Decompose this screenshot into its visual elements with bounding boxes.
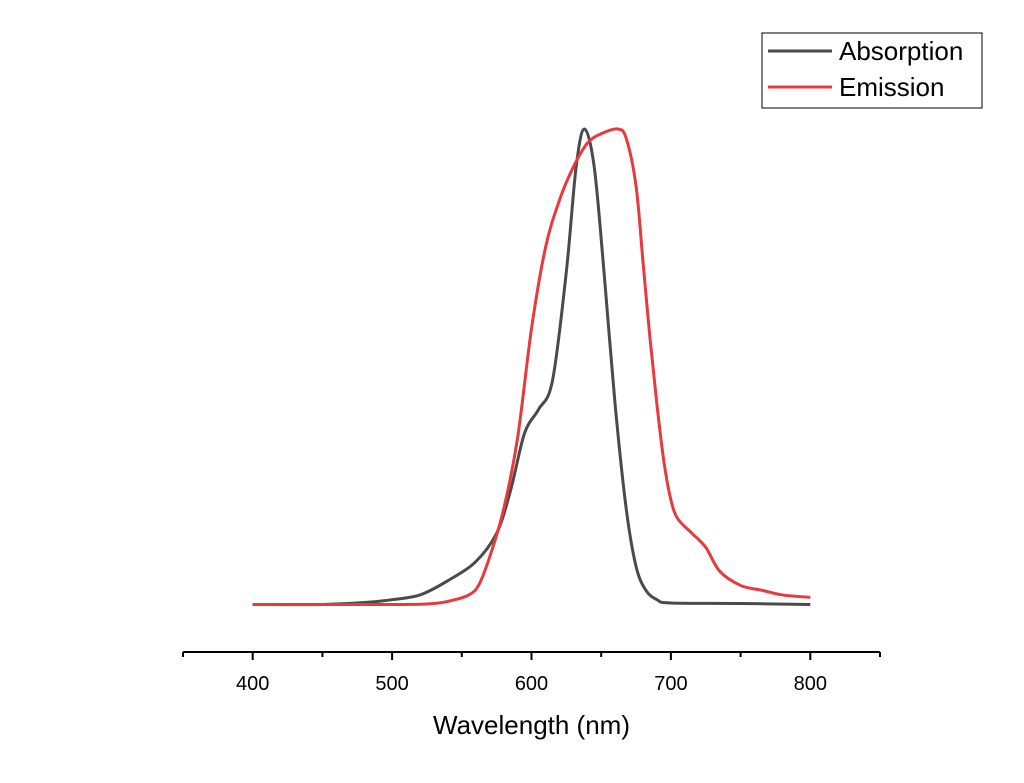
x-axis-title: Wavelength (nm) xyxy=(433,710,630,740)
legend-box xyxy=(761,32,983,109)
x-tick-label: 600 xyxy=(515,673,548,695)
series-line-absorption xyxy=(252,127,811,607)
x-axis-ticks xyxy=(182,652,881,660)
legend-items: Absorption Emission xyxy=(768,36,963,102)
x-tick-label: 400 xyxy=(236,673,269,695)
legend-label-emission: Emission xyxy=(839,72,944,102)
x-axis-tick-labels: 400 500 600 700 800 xyxy=(236,673,827,695)
x-tick-label: 700 xyxy=(654,673,687,695)
plot-area xyxy=(252,127,811,607)
x-tick-label: 500 xyxy=(375,673,408,695)
legend: Absorption Emission xyxy=(761,32,983,109)
legend-label-absorption: Absorption xyxy=(839,36,963,66)
x-tick-label: 800 xyxy=(794,673,827,695)
series-line-emission xyxy=(252,127,811,607)
